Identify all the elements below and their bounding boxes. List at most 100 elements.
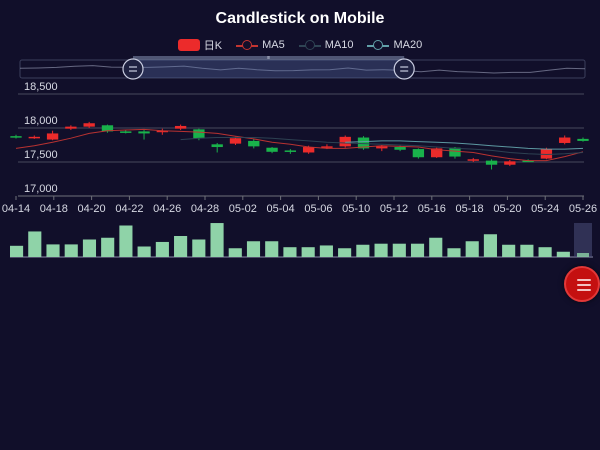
legend-item-ma10[interactable]: MA10 xyxy=(298,37,354,53)
volume-bar xyxy=(338,248,352,257)
x-tick-label: 04-26 xyxy=(153,203,181,215)
candle-body xyxy=(229,138,242,144)
x-tick-label: 05-06 xyxy=(304,203,332,215)
menu-button[interactable] xyxy=(564,266,600,302)
candle-body xyxy=(467,159,479,161)
volume-bar xyxy=(64,244,78,257)
candle-body xyxy=(504,161,516,165)
legend-item-ma20[interactable]: MA20 xyxy=(367,37,422,53)
volume-bar xyxy=(502,244,516,257)
candle-body xyxy=(83,123,95,127)
zoom-slider-drag-text: ≡ xyxy=(267,55,270,61)
candle-body xyxy=(559,137,571,143)
volume-bar xyxy=(174,236,188,257)
candle-body xyxy=(211,144,223,148)
x-tick-label: 04-18 xyxy=(40,203,68,215)
x-tick-label: 05-16 xyxy=(418,203,446,215)
x-tick-label: 05-12 xyxy=(380,203,408,215)
volume-bar xyxy=(374,243,388,257)
volume-bar xyxy=(246,241,261,257)
volume-bar xyxy=(28,231,42,257)
candle-body xyxy=(431,148,443,158)
x-tick-label: 05-20 xyxy=(493,203,521,215)
y-tick-label: 18,000 xyxy=(24,115,58,127)
ma-line-ma5 xyxy=(15,128,584,162)
y-tick-label: 17,000 xyxy=(24,183,58,195)
candle-body xyxy=(46,133,59,140)
volume-bar xyxy=(283,247,297,257)
volume-bar xyxy=(410,243,425,257)
zoom-handle-left-circle xyxy=(122,58,144,80)
volume-bar xyxy=(429,237,443,257)
legend-daily-k-swatch xyxy=(177,39,200,51)
volume-bar xyxy=(10,245,24,257)
candle-body xyxy=(339,136,351,147)
candle-body xyxy=(284,150,297,152)
x-tick-label: 04-14 xyxy=(2,203,30,215)
candle-body xyxy=(302,147,315,153)
x-tick-label: 05-24 xyxy=(531,203,559,215)
candle-body xyxy=(376,146,388,149)
candle-body xyxy=(540,149,553,159)
legend-ma20-label: MA20 xyxy=(393,39,423,51)
legend-item-ma5[interactable]: MA5 xyxy=(236,37,285,53)
legend: 日K MA5 MA10 MA20 xyxy=(0,37,600,53)
candle-body xyxy=(577,138,589,141)
x-tick-label: 04-28 xyxy=(191,203,219,215)
x-tick-label: 05-18 xyxy=(456,203,484,215)
volume-bar xyxy=(319,245,333,257)
y-tick-label: 17,500 xyxy=(24,149,58,161)
zoom-slider-track xyxy=(19,59,586,79)
volume-bar xyxy=(228,248,242,257)
candle-body xyxy=(101,125,114,132)
legend-ma10-label: MA10 xyxy=(324,39,354,51)
legend-ma5-swatch xyxy=(236,39,259,51)
volume-bar xyxy=(119,225,133,257)
x-tick-label: 05-04 xyxy=(267,203,295,215)
zoom-slider-shadow-line xyxy=(19,65,586,74)
zoom-slider-selection xyxy=(133,60,405,78)
x-tick-label: 05-10 xyxy=(342,203,370,215)
chart-title: Candlestick on Mobile xyxy=(215,10,385,27)
candle-body xyxy=(120,131,132,133)
candle-body xyxy=(193,129,205,139)
volume-bar xyxy=(265,241,279,257)
legend-ma20-swatch xyxy=(367,39,390,51)
zoom-handle-left[interactable] xyxy=(122,58,144,80)
candle-body xyxy=(449,147,461,157)
legend-item-daily-k[interactable]: 日K xyxy=(177,37,222,53)
zoom-slider-move-bar xyxy=(133,56,405,60)
legend-ma5-label: MA5 xyxy=(262,39,285,51)
volume-bar xyxy=(465,241,479,257)
volume-bar xyxy=(392,243,406,257)
volume-bar xyxy=(137,246,151,257)
volume-bar xyxy=(520,244,534,257)
x-tick-label: 04-22 xyxy=(115,203,143,215)
volume-bar xyxy=(483,234,497,257)
volume-bar xyxy=(192,239,206,257)
candle-body xyxy=(156,130,168,133)
ma-line-ma10 xyxy=(180,137,584,156)
zoom-handle-right[interactable] xyxy=(393,58,415,80)
volume-bar xyxy=(101,237,115,257)
volume-bar xyxy=(46,244,60,257)
candle-body xyxy=(412,149,425,158)
y-tick-label: 18,500 xyxy=(24,81,58,93)
volume-bar-partial xyxy=(577,253,589,257)
candle-body xyxy=(248,140,260,147)
x-tick-label: 05-02 xyxy=(229,203,257,215)
volume-bar xyxy=(356,244,370,257)
candle-body xyxy=(357,137,370,149)
volume-bar xyxy=(538,247,552,257)
candle-body xyxy=(65,126,77,129)
candle-body xyxy=(138,131,150,134)
volume-bar xyxy=(155,241,169,257)
candle-body xyxy=(321,146,333,148)
x-tick-label: 04-20 xyxy=(78,203,106,215)
candle-body xyxy=(174,125,187,129)
zoom-handle-right-circle xyxy=(393,58,415,80)
volume-bar xyxy=(301,247,315,257)
menu-icon xyxy=(577,279,591,291)
